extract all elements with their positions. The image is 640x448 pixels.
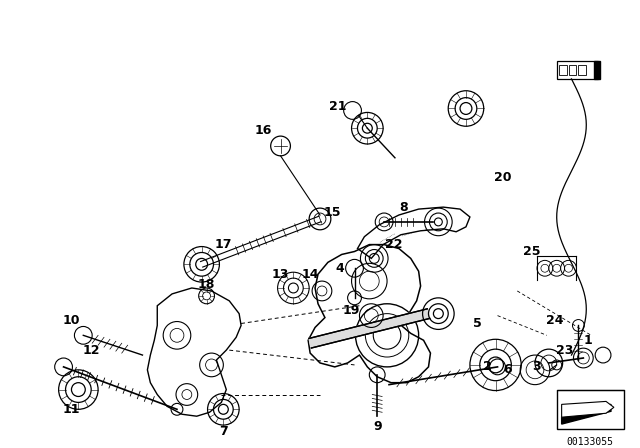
Polygon shape	[309, 309, 429, 348]
Text: 15: 15	[323, 206, 340, 219]
Text: 16: 16	[254, 124, 271, 137]
Text: 24: 24	[546, 314, 563, 327]
Text: 9: 9	[373, 420, 381, 433]
Text: 18: 18	[198, 278, 215, 291]
Text: 8: 8	[399, 201, 408, 214]
Text: 22: 22	[385, 238, 403, 251]
Bar	[594, 61, 600, 79]
Bar	[557, 61, 598, 79]
Text: 17: 17	[214, 238, 232, 251]
Text: 21: 21	[329, 100, 346, 113]
Text: 12: 12	[83, 344, 100, 357]
Text: 14: 14	[301, 268, 319, 281]
Text: 6: 6	[503, 363, 512, 376]
Text: 25: 25	[524, 245, 541, 258]
Text: 2: 2	[483, 360, 492, 373]
Text: 00133055: 00133055	[567, 437, 614, 447]
Bar	[557, 390, 624, 429]
Bar	[568, 65, 577, 75]
Polygon shape	[562, 401, 614, 417]
Text: 10: 10	[63, 314, 80, 327]
Polygon shape	[562, 405, 611, 424]
Text: 7: 7	[219, 426, 228, 439]
Text: 5: 5	[474, 317, 482, 330]
Text: 3: 3	[532, 360, 541, 373]
Bar	[559, 65, 566, 75]
Text: 13: 13	[272, 268, 289, 281]
Text: 1: 1	[584, 334, 593, 347]
Bar	[579, 65, 586, 75]
Text: 20: 20	[493, 171, 511, 184]
Text: 11: 11	[63, 403, 80, 416]
Text: 4: 4	[335, 262, 344, 275]
Text: 23: 23	[556, 344, 573, 357]
Text: 19: 19	[343, 304, 360, 317]
